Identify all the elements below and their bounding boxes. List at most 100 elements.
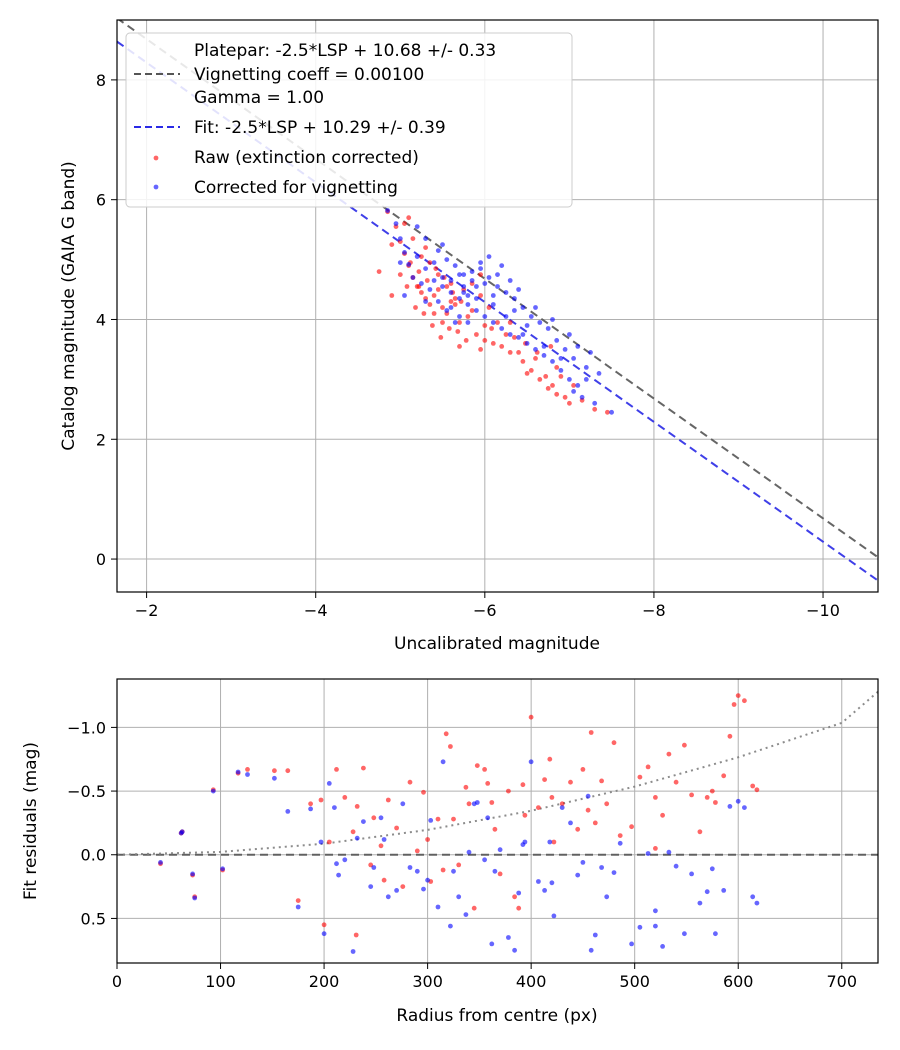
corrected-point: [735, 798, 741, 804]
corrected-point: [179, 829, 185, 835]
raw-point: [389, 293, 395, 298]
corrected-point: [666, 849, 672, 855]
corrected-point: [503, 290, 509, 295]
corrected-point: [512, 947, 517, 953]
raw-point: [506, 788, 511, 794]
x-tick-label: 100: [205, 972, 236, 991]
legend-label-gamma: Gamma = 1.00: [194, 88, 324, 108]
corrected-point: [400, 801, 406, 807]
corrected-point: [235, 769, 241, 775]
raw-point: [413, 305, 418, 310]
raw-point: [443, 731, 449, 737]
raw-point: [451, 816, 456, 822]
raw-point: [562, 394, 568, 400]
raw-point: [469, 308, 475, 313]
corrected-point: [567, 377, 572, 382]
corrected-point: [550, 359, 555, 364]
corrected-point: [402, 250, 407, 255]
raw-point: [416, 269, 422, 274]
corrected-point: [592, 400, 598, 406]
raw-point: [446, 326, 452, 331]
raw-point: [410, 236, 416, 242]
x-tick-label: 400: [516, 972, 547, 991]
legend-box: [125, 32, 573, 208]
raw-point: [444, 284, 450, 289]
raw-point: [750, 783, 756, 789]
corrected-point: [295, 904, 301, 910]
raw-point: [568, 779, 573, 785]
y-tick-label: 0.0: [81, 846, 106, 865]
corrected-point: [653, 923, 658, 929]
corrected-point: [368, 884, 374, 889]
corrected-point: [533, 305, 538, 310]
corrected-point: [427, 287, 433, 292]
corrected-point: [580, 860, 586, 865]
corrected-point: [334, 861, 339, 867]
corrected-point: [583, 365, 589, 370]
raw-point: [334, 767, 339, 772]
raw-point: [435, 287, 441, 292]
reference-lines-bottom: [117, 690, 878, 856]
corrected-point: [474, 284, 479, 289]
corrected-point: [721, 888, 727, 893]
corrected-point: [497, 847, 503, 853]
corrected-point: [463, 912, 469, 917]
corrected-point: [478, 260, 483, 265]
raw-point: [503, 332, 509, 337]
corrected-point: [321, 931, 327, 937]
corrected-point: [448, 923, 453, 929]
raw-point: [592, 820, 598, 826]
raw-point: [666, 751, 672, 757]
corrected-point: [537, 320, 543, 325]
corrected-point: [410, 275, 416, 280]
corrected-point: [506, 935, 511, 940]
raw-point: [542, 777, 547, 782]
raw-point: [709, 788, 715, 794]
raw-point: [520, 359, 526, 364]
raw-point: [389, 242, 395, 248]
raw-point: [697, 829, 703, 835]
corrected-point: [575, 344, 581, 349]
raw-point: [507, 350, 513, 355]
corrected-point: [512, 308, 517, 313]
raw-point: [482, 323, 488, 328]
raw-point: [478, 293, 483, 298]
corrected-point: [451, 868, 456, 874]
corrected-point: [336, 872, 341, 878]
corrected-point: [210, 788, 216, 794]
raw-point: [354, 804, 360, 809]
raw-point: [353, 932, 359, 938]
raw-point: [321, 922, 327, 928]
legend-label-platepar: Platepar: -2.5*LSP + 10.68 +/- 0.33: [194, 41, 496, 61]
corrected-point: [682, 931, 687, 937]
raw-point: [559, 801, 565, 807]
corrected-point: [579, 394, 585, 400]
raw-point: [592, 406, 598, 412]
raw-point: [637, 774, 643, 780]
corrected-point: [653, 908, 658, 914]
corrected-point: [520, 332, 526, 337]
corrected-point: [378, 815, 384, 821]
raw-point: [378, 843, 384, 849]
corrected-point: [440, 284, 445, 289]
raw-point: [571, 383, 576, 388]
corrected-point: [567, 332, 572, 337]
corrected-point: [318, 839, 324, 845]
ticks-bottom: 0 100 200 300 400 500 600 700 0.5 0.0 −0.5 −1.0: [67, 718, 857, 991]
corrected-point: [524, 323, 530, 328]
corrected-point: [285, 809, 291, 814]
raw-point: [554, 365, 560, 370]
raw-point: [492, 826, 498, 832]
raw-point: [400, 884, 406, 889]
raw-point: [482, 338, 488, 343]
raw-point: [431, 293, 437, 298]
corrected-point: [482, 281, 488, 286]
corrected-point: [326, 781, 332, 786]
corrected-point: [637, 924, 643, 930]
corrected-point: [645, 851, 651, 856]
raw-point: [520, 782, 526, 788]
corrected-point: [512, 296, 517, 301]
raw-point: [549, 795, 555, 800]
corrected-point: [332, 805, 337, 810]
raw-point: [735, 693, 741, 698]
